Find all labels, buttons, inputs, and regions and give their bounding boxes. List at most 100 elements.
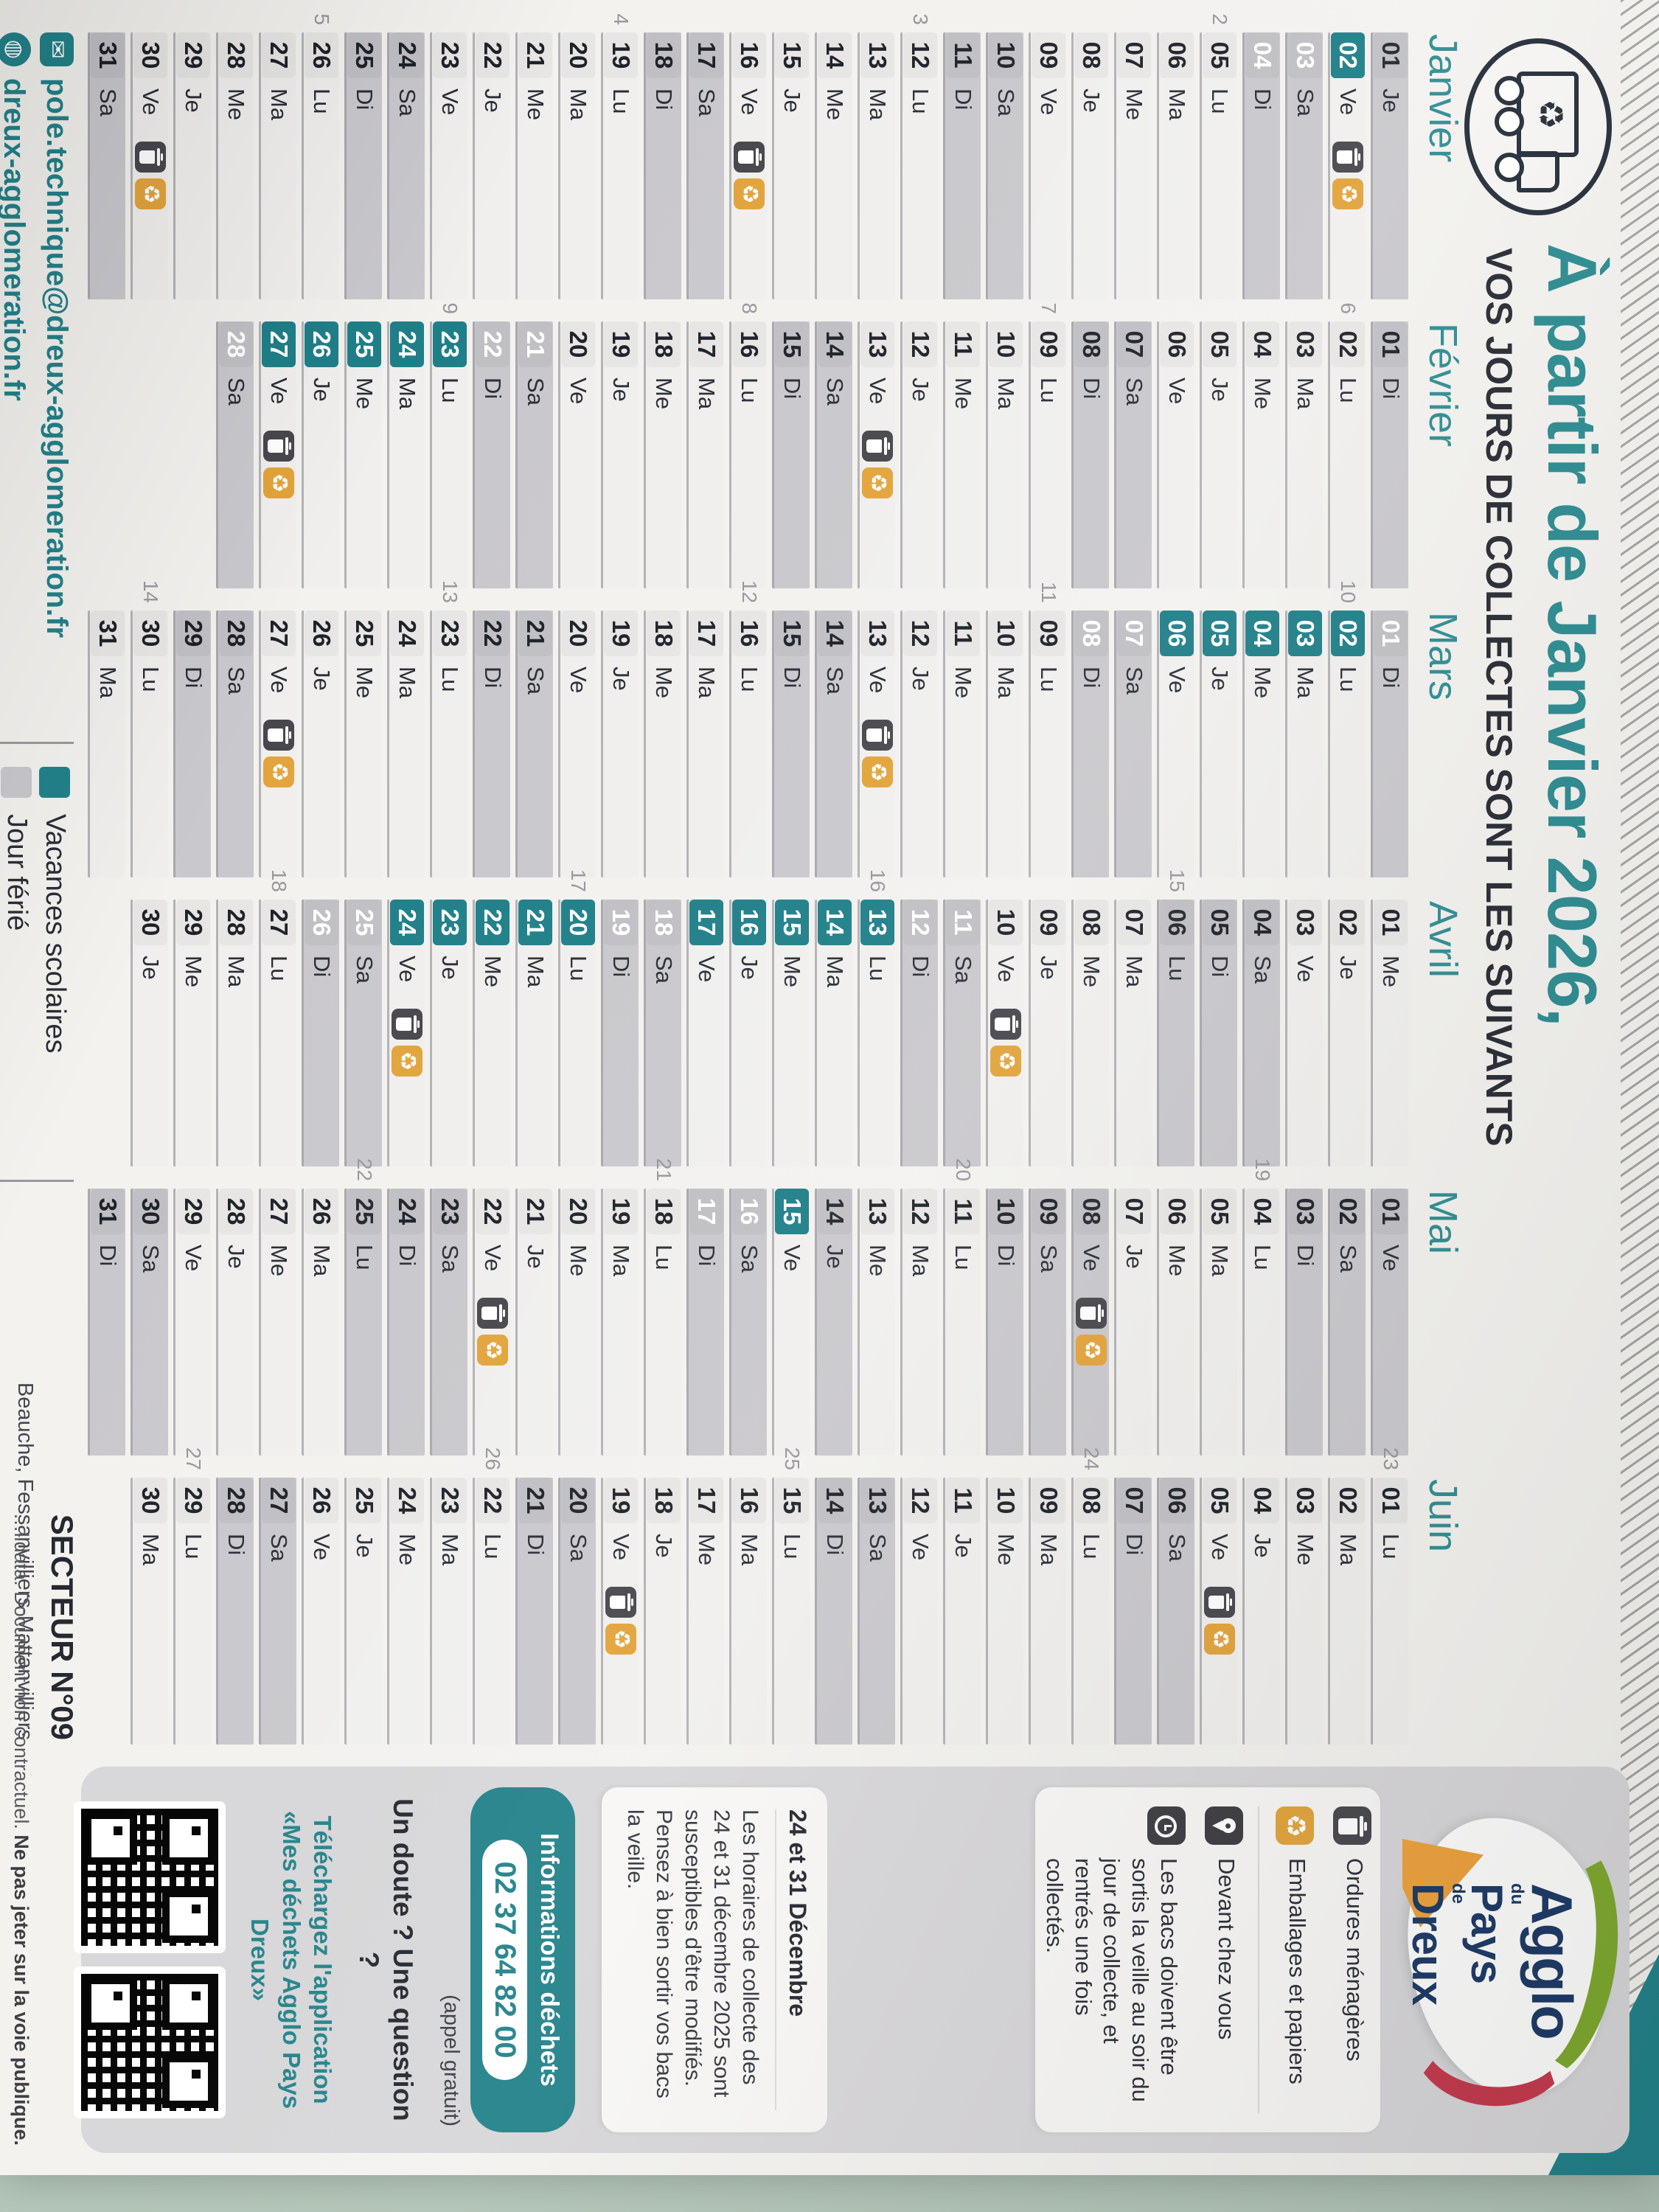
day-row: 13 Me: [858, 1189, 895, 1455]
day-number: 23: [433, 321, 467, 367]
day-abbrev: Me: [1378, 956, 1404, 988]
day-row: 21 18 Lu: [644, 1158, 681, 1455]
day-number: 25: [347, 900, 381, 945]
week-number: 16: [866, 869, 889, 892]
day-number: 28: [219, 321, 253, 367]
day-row: 12 Je: [900, 321, 938, 588]
day-number: 02: [1331, 900, 1365, 945]
day-number: 08: [1074, 1478, 1108, 1523]
day-abbrev: Lu: [566, 956, 591, 981]
trash-icon: [734, 142, 765, 173]
day-row: 23 01 Lu: [1371, 1447, 1408, 1745]
day-row: 16 13 Lu: [858, 869, 895, 1166]
qr-finder: [161, 1977, 215, 2030]
day-abbrev: Je: [608, 378, 634, 402]
day-number: 31: [91, 611, 125, 656]
day-row: 08 Ve ♻: [1071, 1189, 1109, 1455]
day-number: 06: [1160, 1478, 1194, 1523]
day-abbrev: Me: [394, 1534, 420, 1566]
week-number: 9: [439, 302, 462, 314]
day-number: 06: [1160, 321, 1194, 367]
day-row: 15 Je: [772, 32, 810, 299]
day-row: 08 Di: [1071, 321, 1109, 588]
day-abbrev: Ma: [95, 667, 121, 699]
month-label: Mars: [1421, 612, 1465, 700]
recycle-icon: ♻: [477, 1335, 508, 1366]
day-number: 22: [476, 321, 509, 367]
day-abbrev: Ve: [1036, 88, 1062, 116]
day-abbrev: Di: [95, 1245, 121, 1267]
trash-icon: [862, 720, 893, 751]
month-label: Mai: [1421, 1190, 1465, 1255]
day-row: 22 Ve ♻: [473, 1189, 510, 1455]
divider: [1258, 1806, 1259, 2113]
day-number: 02: [1331, 321, 1365, 367]
day-number: 31: [91, 32, 125, 78]
week-number: 11: [1037, 581, 1060, 603]
day-number: 06: [1160, 32, 1194, 78]
day-abbrev: Me: [1293, 1534, 1318, 1566]
day-row: 09 Ma: [1029, 1478, 1066, 1745]
day-abbrev: Je: [1335, 956, 1361, 980]
day-number: 13: [860, 1478, 894, 1523]
trash-icon: [1333, 1806, 1371, 1845]
day-row: 12 Ve: [900, 1478, 938, 1745]
day-abbrev: Ma: [694, 378, 720, 410]
day-number: 22: [476, 1189, 509, 1234]
day-abbrev: Sa: [1250, 956, 1276, 984]
day-number: 08: [1074, 321, 1108, 367]
day-abbrev: Ma: [394, 378, 420, 410]
day-row: 7 09 Lu: [1029, 302, 1066, 588]
day-row: 30 Ma: [131, 1478, 168, 1745]
day-row: 19 04 Lu: [1242, 1158, 1280, 1455]
day-number: 14: [818, 900, 852, 945]
day-number: 25: [347, 1478, 381, 1523]
day-row: 26 Di: [302, 900, 339, 1166]
day-row: 07 Di: [1114, 1478, 1152, 1745]
day-abbrev: Je: [138, 956, 164, 980]
qr-code: [73, 1966, 226, 2118]
day-abbrev: Lu: [737, 667, 762, 692]
day-row: 15 Di: [772, 611, 810, 877]
day-row: 03 Ma: [1285, 611, 1323, 877]
day-number: 13: [860, 1189, 894, 1234]
month-column-juin: Juin 23 01 Lu 02 Ma 03 Me 04 Je 05 Ve ♻ 06 Sa 07 Di 24 08 L…: [0, 1447, 1659, 1745]
day-abbrev: Je: [1207, 667, 1233, 691]
day-row: 28 Sa: [216, 611, 254, 877]
day-row: 07 Me: [1114, 32, 1152, 299]
day-abbrev: Je: [779, 88, 805, 113]
day-abbrev: Ma: [993, 378, 1019, 410]
day-abbrev: Sa: [394, 88, 420, 116]
day-row: 20 Sa: [558, 1478, 596, 1745]
day-row: 01 Ve: [1371, 1189, 1408, 1455]
day-number: 05: [1203, 1189, 1237, 1234]
day-row: 07 Je: [1114, 1189, 1152, 1455]
day-abbrev: Me: [1164, 1245, 1190, 1277]
week-number: 22: [353, 1158, 376, 1181]
day-number: 12: [903, 32, 937, 78]
day-number: 05: [1203, 1478, 1237, 1523]
fine-print: …lidata. Document non contractuel. Ne pa…: [10, 1513, 32, 2146]
day-abbrev: Sa: [865, 1534, 891, 1562]
day-abbrev: Lu: [1164, 956, 1190, 981]
day-abbrev: Ma: [1207, 1245, 1233, 1277]
day-number: 24: [390, 1478, 424, 1523]
day-row: 9 23 Lu: [430, 302, 467, 588]
day-number: 14: [818, 32, 852, 78]
recycle-icon: ♻: [605, 1624, 636, 1655]
day-row: 10 Ma: [986, 321, 1023, 588]
day-number: 17: [689, 1478, 723, 1523]
day-abbrev: Je: [950, 1534, 976, 1558]
day-row: 24 Sa: [387, 32, 425, 299]
ferie-color-swatch: [1, 767, 32, 798]
day-row: 30 Ve ♻: [131, 32, 168, 299]
day-abbrev: Me: [651, 378, 677, 410]
day-row: 4 19 Lu: [601, 13, 639, 299]
day-number: 04: [1245, 900, 1279, 945]
day-row: 10 Ve ♻: [986, 900, 1023, 1166]
day-row: 18 Me: [644, 321, 681, 588]
week-number: 7: [1037, 302, 1060, 314]
trash-icon: [990, 1009, 1021, 1040]
day-abbrev: Sa: [1036, 1245, 1062, 1273]
day-abbrev: Je: [523, 1245, 549, 1269]
